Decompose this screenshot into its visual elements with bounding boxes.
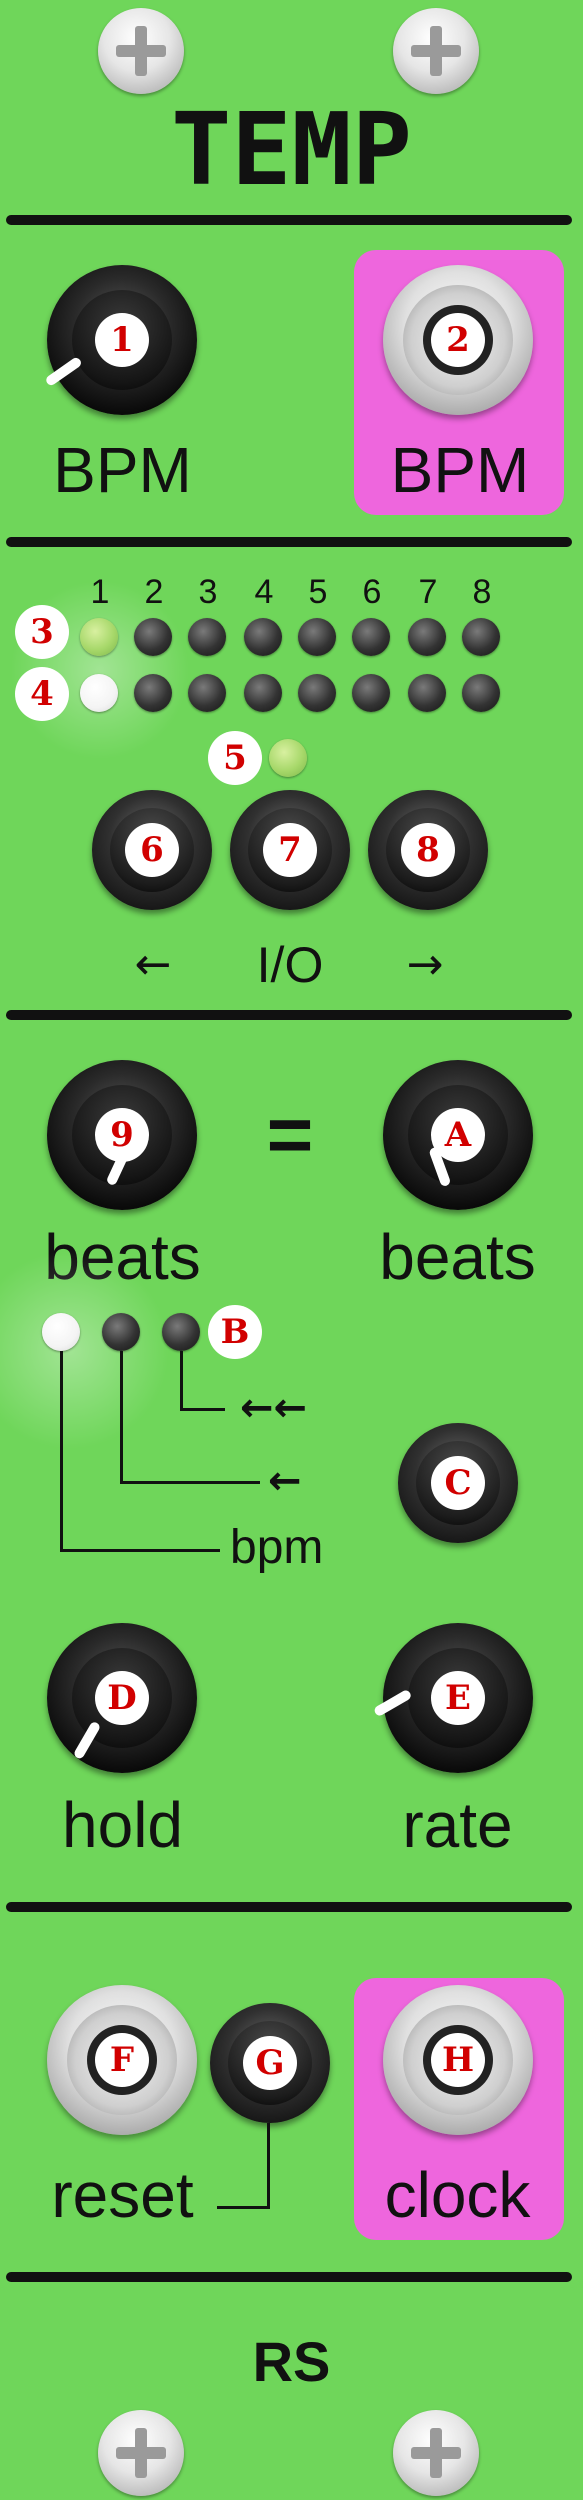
left-arrow-label: ← xyxy=(134,939,172,990)
mode-button[interactable] xyxy=(398,1423,518,1543)
step-led-row2 xyxy=(188,674,226,712)
screw-bottom-right xyxy=(393,2410,479,2496)
badge-8: 8 xyxy=(401,823,455,877)
step-number: 6 xyxy=(362,573,382,611)
right-arrow-label: → xyxy=(406,939,444,990)
left-button[interactable] xyxy=(92,790,212,910)
reset-button[interactable] xyxy=(210,2003,330,2123)
badge-B: B xyxy=(208,1305,262,1359)
step-led-row2 xyxy=(298,674,336,712)
badge-E: E xyxy=(431,1671,485,1725)
step-led-row1 xyxy=(462,618,500,656)
step-number: 8 xyxy=(472,573,492,611)
rate-knob[interactable] xyxy=(372,1623,533,1773)
led-glow xyxy=(0,1250,170,1450)
divider xyxy=(6,1010,572,1020)
bpm-output-label: BPM xyxy=(390,434,530,506)
step-led-row1 xyxy=(134,618,172,656)
screw-top-right xyxy=(393,8,479,94)
clock-label: clock xyxy=(384,2159,531,2231)
bpm-mode-label: bpm xyxy=(230,1521,324,1574)
step-led-row1 xyxy=(298,618,336,656)
beats-right-label: beats xyxy=(379,1221,536,1293)
connector-line xyxy=(180,1351,183,1410)
divider xyxy=(6,2272,572,2282)
hold-label: hold xyxy=(62,1789,183,1861)
step-led-row2 xyxy=(244,674,282,712)
rate-label: rate xyxy=(402,1789,513,1861)
step-led-row1 xyxy=(244,618,282,656)
divider xyxy=(6,1902,572,1912)
step-led-row2 xyxy=(134,674,172,712)
step-number: 4 xyxy=(254,573,274,611)
connector-line xyxy=(180,1408,225,1411)
badge-9: 9 xyxy=(95,1108,149,1162)
screw-bottom-left xyxy=(98,2410,184,2496)
double-arrow-label: ←← xyxy=(240,1385,308,1431)
module-title: TEMP xyxy=(171,91,412,208)
badge-2: 2 xyxy=(431,313,485,367)
step-number: 3 xyxy=(198,573,218,611)
step-led-row2 xyxy=(408,674,446,712)
equals-sign: = xyxy=(266,1090,314,1179)
badge-H: H xyxy=(431,2033,485,2087)
badge-4: 4 xyxy=(15,667,69,721)
badge-A: A xyxy=(431,1108,485,1162)
divider xyxy=(6,215,572,225)
badge-F: F xyxy=(95,2033,149,2087)
step-number: 1 xyxy=(90,573,110,611)
badge-3: 3 xyxy=(15,605,69,659)
connector-line xyxy=(60,1351,63,1551)
bpm-knob-label: BPM xyxy=(53,434,192,506)
step-led-row2 xyxy=(462,674,500,712)
badge-D: D xyxy=(95,1671,149,1725)
mode-led-single xyxy=(102,1313,140,1351)
step-number: 2 xyxy=(144,573,164,611)
connector-line xyxy=(267,2123,270,2208)
badge-6: 6 xyxy=(125,823,179,877)
badge-1: 1 xyxy=(95,313,149,367)
step-led-row1 xyxy=(80,618,118,656)
step-led-row1 xyxy=(188,618,226,656)
connector-line xyxy=(217,2206,270,2209)
badge-5: 5 xyxy=(208,731,262,785)
step-number: 7 xyxy=(418,573,438,611)
connector-line xyxy=(120,1481,260,1484)
single-arrow-label: ← xyxy=(268,1458,302,1504)
badge-G: G xyxy=(243,2036,297,2090)
io-label: I/O xyxy=(256,937,324,993)
beats-left-label: beats xyxy=(44,1221,201,1293)
divider xyxy=(6,537,572,547)
step-led-row1 xyxy=(352,618,390,656)
status-led xyxy=(269,739,307,777)
badge-7: 7 xyxy=(263,823,317,877)
beats-left-knob[interactable] xyxy=(47,1060,197,1210)
connector-line xyxy=(60,1549,220,1552)
reset-label: reset xyxy=(51,2159,194,2231)
brand-label: RS xyxy=(252,2330,331,2393)
step-number: 5 xyxy=(308,573,328,611)
screw-top-left xyxy=(98,8,184,94)
mode-led-bpm xyxy=(42,1313,80,1351)
step-led-row2 xyxy=(352,674,390,712)
step-led-row2 xyxy=(80,674,118,712)
connector-line xyxy=(120,1351,123,1483)
mode-led-double xyxy=(162,1313,200,1351)
step-led-row1 xyxy=(408,618,446,656)
badge-C: C xyxy=(431,1456,485,1510)
